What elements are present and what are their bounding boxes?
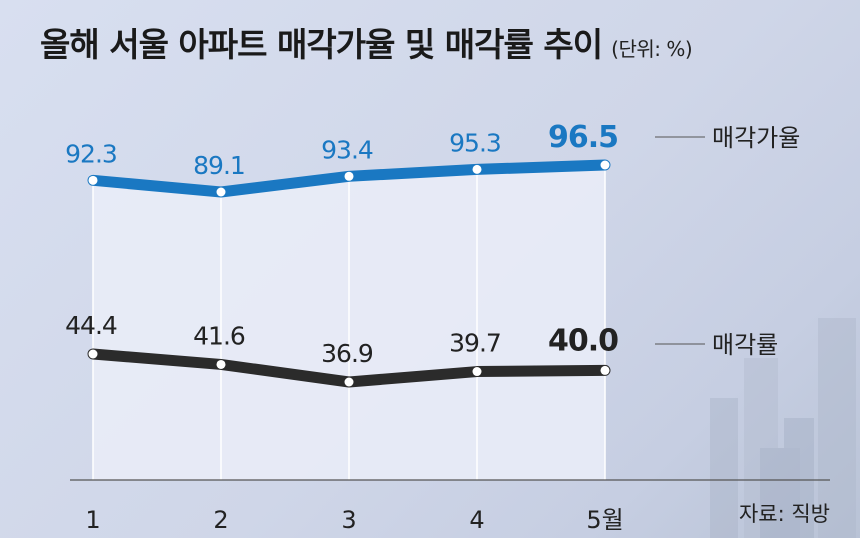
data-point-매각가율 <box>216 187 226 197</box>
series-name-매각가율: 매각가율 <box>712 124 800 152</box>
data-point-매각률 <box>600 365 610 375</box>
x-tick-label: 2 <box>213 506 228 534</box>
data-label-매각률: 41.6 <box>193 321 245 350</box>
data-point-매각률 <box>344 377 354 387</box>
source-label: 자료: 직방 <box>738 502 830 526</box>
data-label-매각률: 39.7 <box>449 329 501 358</box>
data-label-매각가율: 89.1 <box>193 151 245 180</box>
x-tick-label: 3 <box>341 506 356 534</box>
x-tick-label: 4 <box>469 506 484 534</box>
data-point-매각률 <box>472 367 482 377</box>
data-label-매각가율: 95.3 <box>449 128 501 157</box>
data-label-매각가율: 92.3 <box>65 139 117 168</box>
x-tick-label: 5월 <box>586 506 623 534</box>
series-name-매각률: 매각률 <box>712 331 778 359</box>
data-label-매각가율: 93.4 <box>321 135 373 164</box>
x-tick-label: 1 <box>85 506 100 534</box>
data-point-매각가율 <box>472 164 482 174</box>
chart-title: 올해 서울 아파트 매각가율 및 매각률 추이 <box>40 25 603 64</box>
data-point-매각가율 <box>600 160 610 170</box>
data-point-매각가율 <box>88 175 98 185</box>
background-cityscape <box>710 318 856 538</box>
data-point-매각률 <box>216 359 226 369</box>
data-label-매각률: 44.4 <box>65 311 117 340</box>
unit-label: (단위: %) <box>611 37 693 61</box>
chart-title-block: 올해 서울 아파트 매각가율 및 매각률 추이 (단위: %) <box>40 18 693 66</box>
data-label-매각률: 36.9 <box>321 339 373 368</box>
data-point-매각가율 <box>344 171 354 181</box>
data-label-매각가율: 96.5 <box>548 120 618 155</box>
data-label-매각률: 40.0 <box>548 323 618 358</box>
data-point-매각률 <box>88 349 98 359</box>
